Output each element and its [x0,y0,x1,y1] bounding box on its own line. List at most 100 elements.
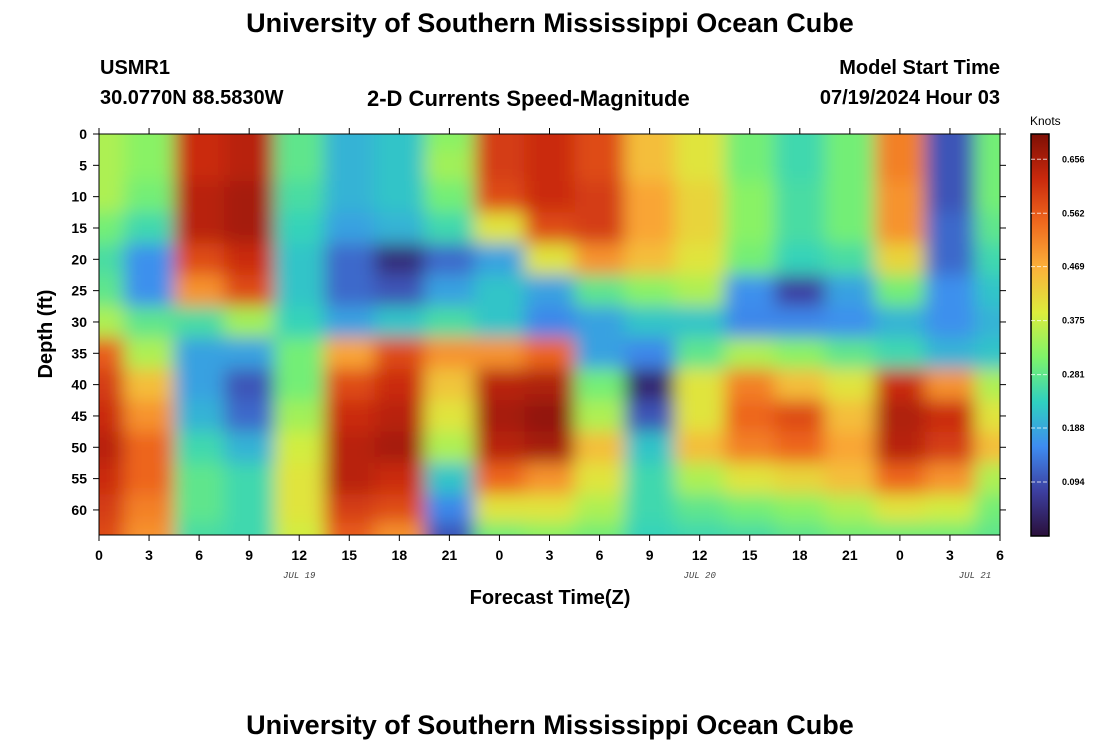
heatmap-cell [724,306,776,339]
heatmap-cell [424,368,475,401]
heatmap-cell [324,274,375,307]
x-tick-label: 9 [245,547,253,563]
heatmap-cell [174,368,225,401]
heatmap-cell [724,134,776,151]
heatmap-cell [674,400,726,433]
heatmap-cell [874,368,926,401]
heatmap-cell [974,462,1000,495]
heatmap-cell [99,400,125,433]
colorbar-gradient [1030,133,1050,537]
heatmap-cell [624,337,676,370]
heatmap-cell [324,243,375,276]
heatmap-cell [924,368,976,401]
y-tick-label: 0 [79,126,87,142]
heatmap-cell [924,149,976,182]
heatmap-cell [474,368,525,401]
heatmap-cell [574,368,626,401]
heatmap-cell [524,522,576,535]
y-tick-label: 30 [71,314,87,330]
heatmap-cell [924,243,976,276]
heatmap-cell [274,134,325,151]
heatmap-cell [99,149,125,182]
heatmap-cell [774,274,826,307]
heatmap-cell [474,149,525,182]
heatmap-cell [374,368,425,401]
heatmap-cell [874,337,926,370]
heatmap-cell [624,400,676,433]
x-tick-label: 0 [95,547,103,563]
station-id: USMR1 [100,57,171,79]
heatmap-cell [424,243,475,276]
heatmap-cell [424,462,475,495]
heatmap-cell [474,180,525,213]
heatmap-cell [224,462,275,495]
y-tick-label: 35 [71,345,87,361]
heatmap-cell [474,274,525,307]
x-tick-label: 6 [996,547,1004,563]
x-tick-label: 18 [792,547,808,563]
heatmap-cell [424,400,475,433]
heatmap-cell [774,431,826,464]
heatmap-cell [574,431,626,464]
heatmap-cell [724,462,776,495]
heatmap-cell [274,522,325,535]
colorbar-tick-label: 0.188 [1062,423,1085,433]
heatmap-cell [99,494,125,523]
heatmap-cell [574,212,626,245]
heatmap-cell [174,522,225,535]
heatmap-cell [324,149,375,182]
heatmap-cell [474,134,525,151]
heatmap-cell [99,274,125,307]
heatmap-cell [374,337,425,370]
colorbar-tick-label: 0.281 [1062,370,1085,380]
heatmap-cell [124,431,175,464]
heatmap-cell [974,522,1000,535]
heatmap-cell [124,180,175,213]
heatmap-cell [424,149,475,182]
heatmap-cell [574,243,626,276]
heatmap-cell [624,212,676,245]
heatmap-cell [724,431,776,464]
heatmap-cell [924,431,976,464]
x-tick-label: 6 [195,547,203,563]
heatmap-cell [524,134,576,151]
heatmap-cell [424,180,475,213]
x-tick-label: 0 [496,547,504,563]
heatmap-cell [774,306,826,339]
heatmap-cell [724,337,776,370]
x-tick-label: 3 [946,547,954,563]
heatmap-cell [174,212,225,245]
heatmap-cell [824,306,876,339]
heatmap-cell [774,400,826,433]
heatmap-cell [324,337,375,370]
heatmap-cell [574,180,626,213]
heatmap-cell [124,274,175,307]
heatmap-cell [624,180,676,213]
y-axis-label: Depth (ft) [35,290,57,379]
heatmap-cell [124,494,175,523]
heatmap-cell [524,274,576,307]
colorbar: Knots 0.656 0.562 0.469 0.375 0.281 0.188 0.09… [1030,114,1085,537]
heatmap-cell [324,431,375,464]
heatmap-cell [774,243,826,276]
heatmap-cell [974,274,1000,307]
heatmap-cell [574,522,626,535]
heatmap-cell [474,431,525,464]
heatmap-cell [874,522,926,535]
heatmap-cell [874,243,926,276]
heatmap-cell [474,243,525,276]
heatmap-cell [124,149,175,182]
heatmap-cell [224,274,275,307]
heatmap-cell [424,431,475,464]
heatmap-cell [524,212,576,245]
heatmap-cell [524,431,576,464]
heatmap-cell [224,134,275,151]
heatmap-cell [624,462,676,495]
heatmap-cell [824,462,876,495]
heatmap-cell [99,243,125,276]
heatmap-cell [924,306,976,339]
heatmap-cell [524,400,576,433]
heatmap-cell [574,400,626,433]
x-tick-label: 12 [692,547,708,563]
heatmap-cell [174,180,225,213]
